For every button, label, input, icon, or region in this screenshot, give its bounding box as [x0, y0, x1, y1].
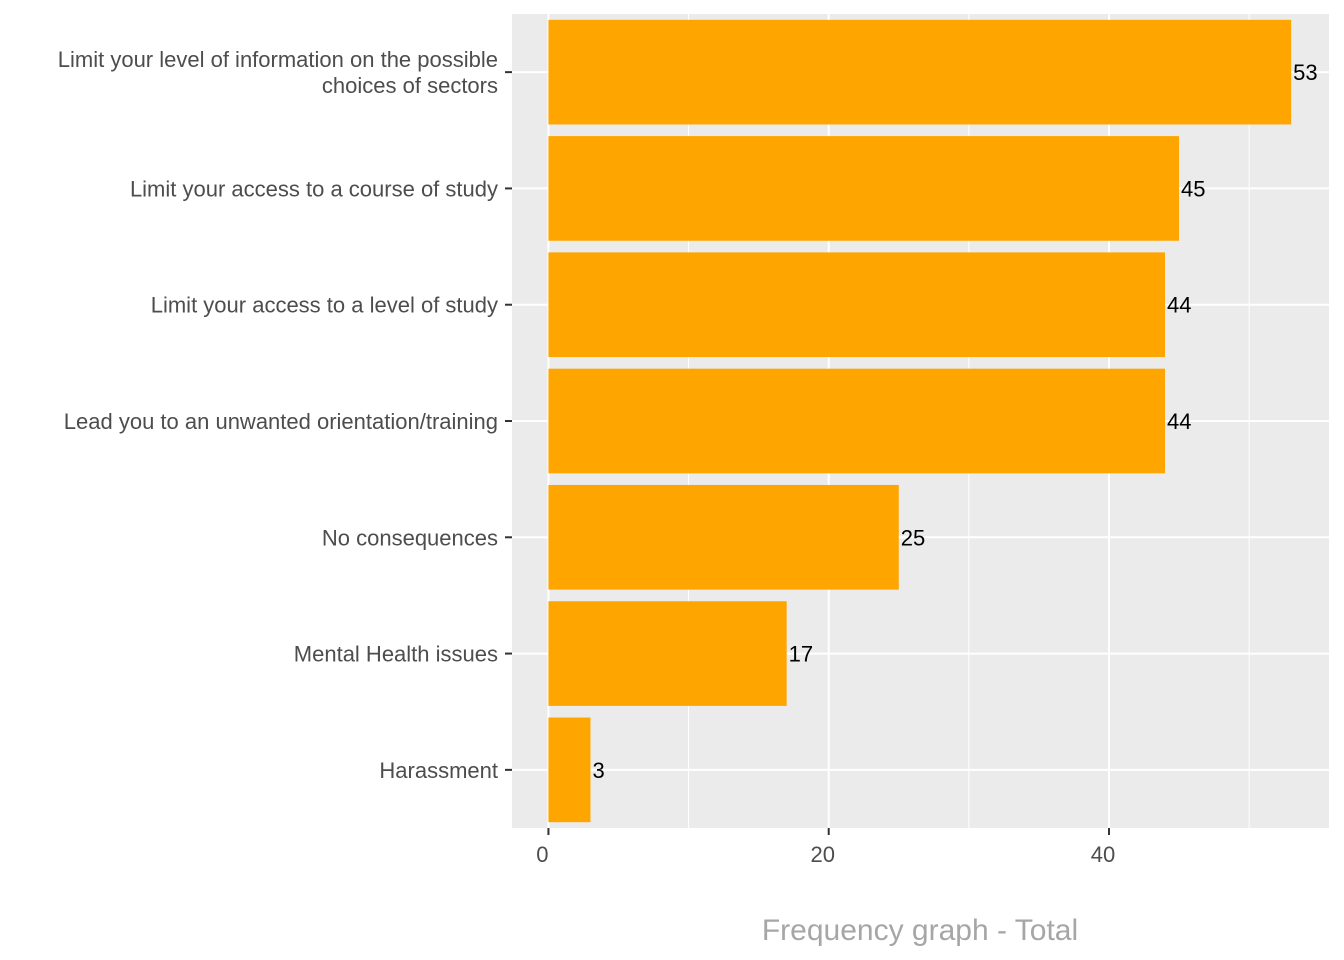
bar — [548, 601, 787, 706]
y-tick-label: Limit your level of information on the p… — [58, 47, 498, 72]
value-labels: 53 45 44 44 25 17 3 — [592, 60, 1317, 783]
y-tick-label: No consequences — [322, 525, 498, 550]
x-tick-label: 0 — [536, 842, 548, 867]
y-tick-label: Limit your access to a level of study — [151, 293, 498, 318]
data-label: 44 — [1167, 293, 1191, 318]
bar — [548, 19, 1292, 125]
bar — [548, 717, 591, 823]
data-label: 3 — [592, 758, 604, 783]
bars — [548, 19, 1292, 823]
y-axis: Limit your level of information on the p… — [58, 47, 512, 783]
data-label: 17 — [789, 642, 813, 667]
data-label: 25 — [901, 525, 925, 550]
chart-title: Frequency graph - Total — [762, 914, 1078, 947]
bar — [548, 252, 1166, 358]
data-label: 53 — [1293, 60, 1317, 85]
y-tick-label: Mental Health issues — [294, 642, 498, 667]
y-tick-label: choices of sectors — [322, 73, 498, 98]
data-label: 45 — [1181, 176, 1205, 201]
bar — [548, 368, 1166, 474]
data-label: 44 — [1167, 409, 1191, 434]
y-tick-label: Harassment — [379, 758, 498, 783]
bar — [548, 484, 899, 590]
x-tick-label: 40 — [1091, 842, 1115, 867]
y-tick-label: Lead you to an unwanted orientation/trai… — [64, 409, 498, 434]
x-tick-label: 20 — [810, 842, 834, 867]
bar — [548, 136, 1180, 241]
y-tick-label: Limit your access to a course of study — [130, 176, 498, 201]
x-axis: 0 20 40 — [536, 828, 1115, 867]
